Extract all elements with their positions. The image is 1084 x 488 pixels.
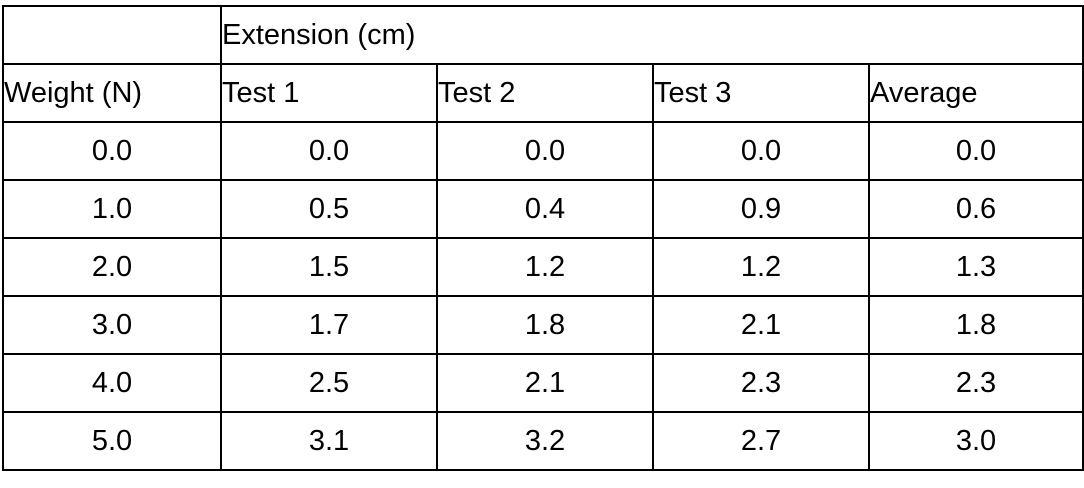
- cell-test2: 0.4: [436, 179, 654, 239]
- cell-average: 1.3: [867, 237, 1084, 297]
- cell-test1: 1.5: [220, 237, 438, 297]
- cell-weight: 0.0: [2, 121, 222, 181]
- cell-test2: 1.2: [436, 237, 654, 297]
- table-row: 3.0 1.7 1.8 2.1 1.8: [2, 295, 1084, 355]
- cell-test1: 2.5: [220, 353, 438, 413]
- column-header-test3: Test 3: [652, 63, 870, 123]
- cell-test1: 0.5: [220, 179, 438, 239]
- cell-weight: 4.0: [2, 353, 222, 413]
- cell-weight: 3.0: [2, 295, 222, 355]
- column-header-average: Average: [867, 63, 1084, 123]
- table-row: 2.0 1.5 1.2 1.2 1.3: [2, 237, 1084, 297]
- table-row: 0.0 0.0 0.0 0.0 0.0: [2, 121, 1084, 181]
- cell-test3: 2.7: [652, 411, 870, 471]
- cell-average: 2.3: [867, 353, 1084, 413]
- cell-test2: 2.1: [436, 353, 654, 413]
- cell-average: 3.0: [867, 411, 1084, 471]
- cell-test1: 1.7: [220, 295, 438, 355]
- cell-average: 0.0: [867, 121, 1084, 181]
- group-header-row: Extension (cm): [2, 5, 1084, 65]
- extension-data-table: Extension (cm) Weight (N) Test 1 Test 2 …: [2, 5, 1084, 471]
- table-row: 5.0 3.1 3.2 2.7 3.0: [2, 411, 1084, 471]
- cell-test1: 3.1: [220, 411, 438, 471]
- cell-weight: 5.0: [2, 411, 222, 471]
- column-header-row: Weight (N) Test 1 Test 2 Test 3 Average: [2, 63, 1084, 123]
- cell-test3: 0.9: [652, 179, 870, 239]
- cell-test2: 0.0: [436, 121, 654, 181]
- group-header-extension: Extension (cm): [219, 5, 1084, 65]
- cell-average: 1.8: [867, 295, 1084, 355]
- column-header-test1: Test 1: [220, 63, 438, 123]
- cell-average: 0.6: [867, 179, 1084, 239]
- table-row: 4.0 2.5 2.1 2.3 2.3: [2, 353, 1084, 413]
- column-header-test2: Test 2: [436, 63, 654, 123]
- column-header-weight: Weight (N): [2, 63, 222, 123]
- cell-test3: 2.1: [652, 295, 870, 355]
- cell-weight: 1.0: [2, 179, 222, 239]
- table-row: 1.0 0.5 0.4 0.9 0.6: [2, 179, 1084, 239]
- cell-test3: 2.3: [652, 353, 870, 413]
- corner-blank-cell: [2, 5, 222, 65]
- cell-test3: 0.0: [652, 121, 870, 181]
- cell-test1: 0.0: [220, 121, 438, 181]
- cell-test2: 1.8: [436, 295, 654, 355]
- cell-weight: 2.0: [2, 237, 222, 297]
- cell-test2: 3.2: [436, 411, 654, 471]
- cell-test3: 1.2: [652, 237, 870, 297]
